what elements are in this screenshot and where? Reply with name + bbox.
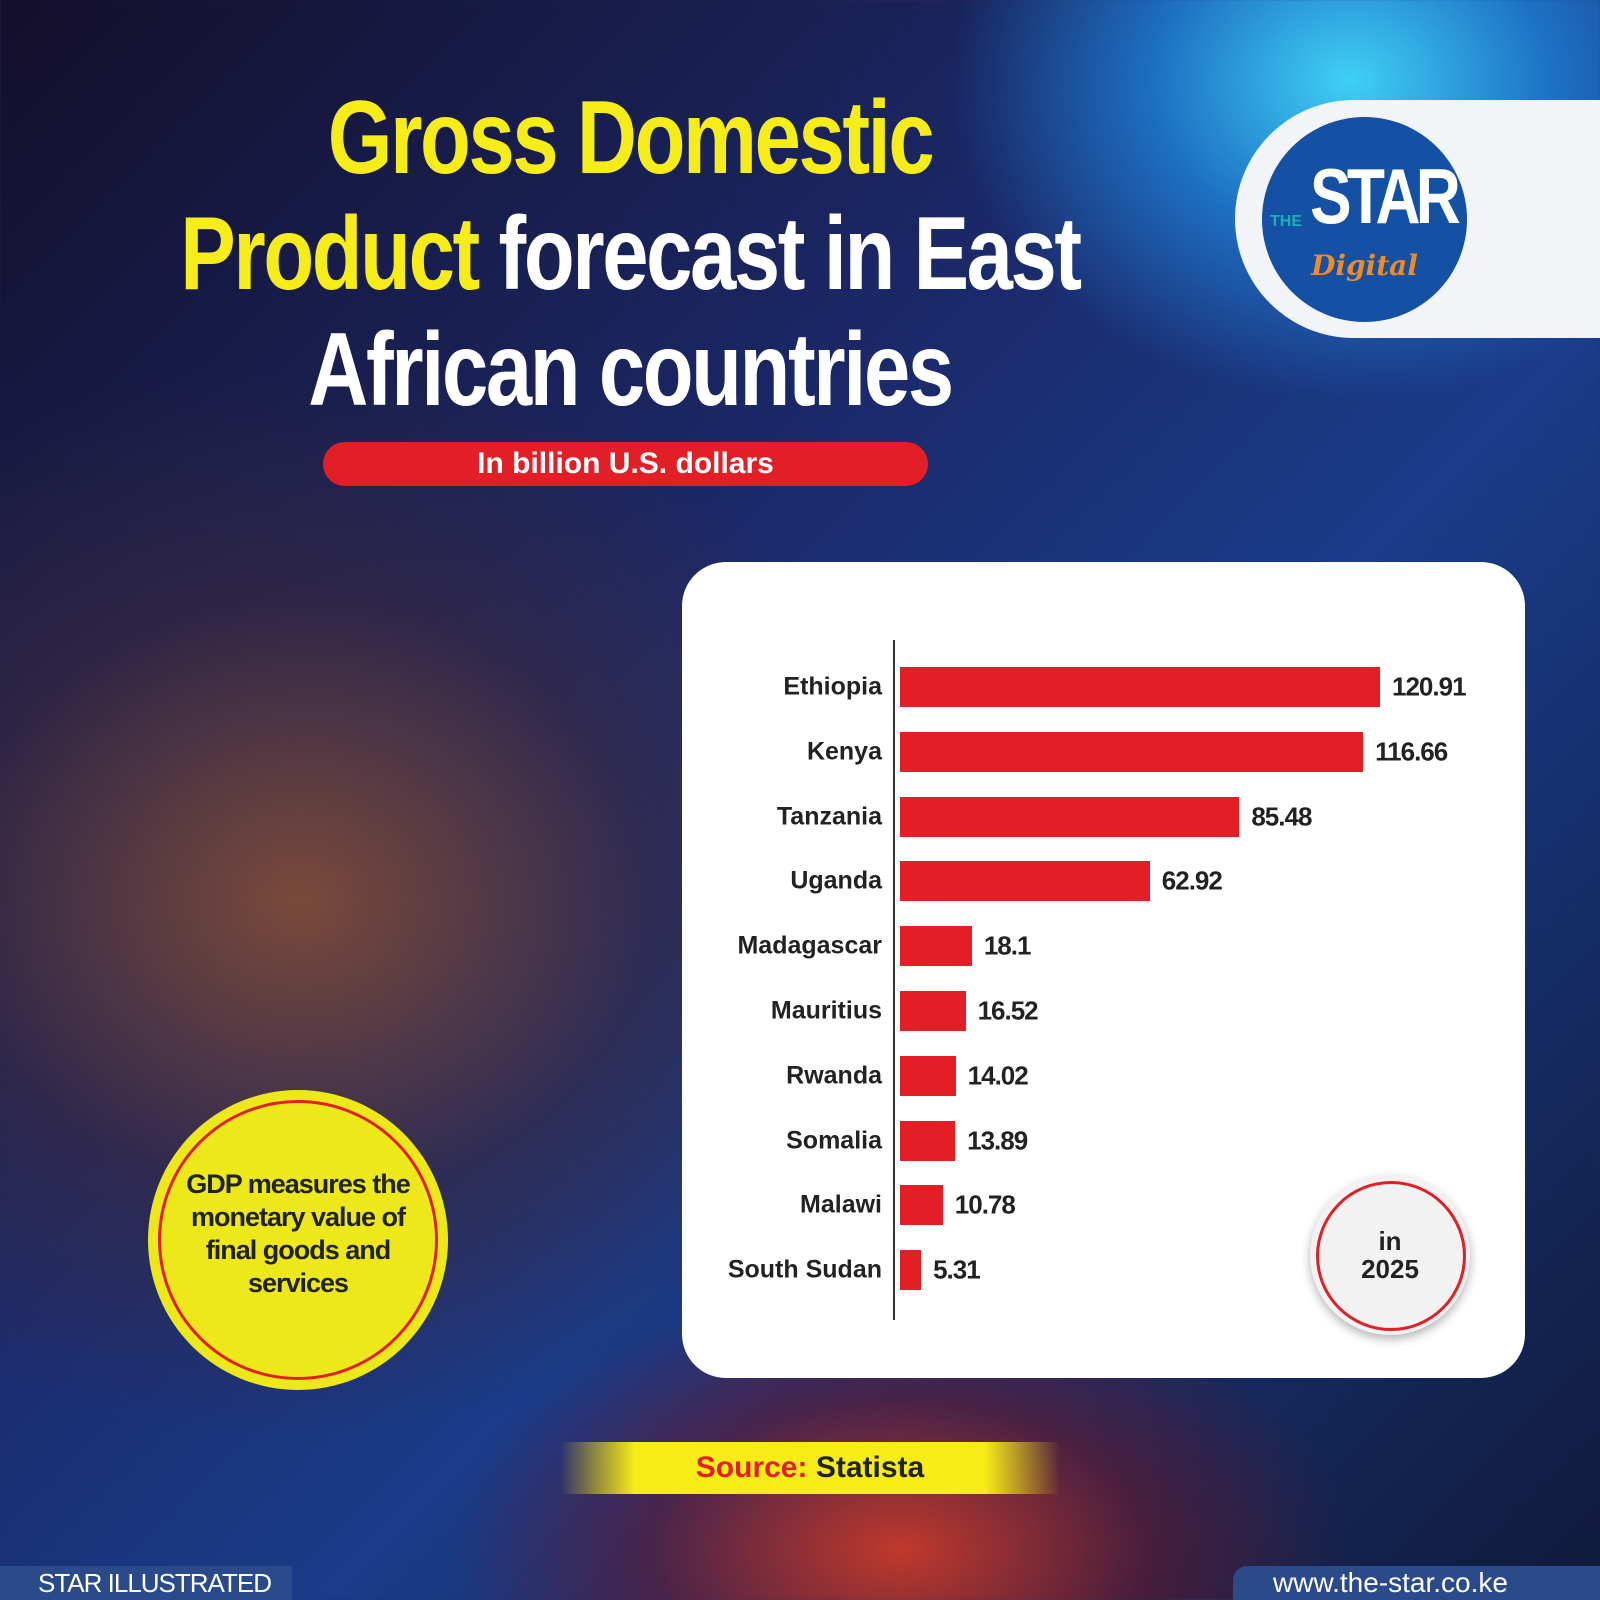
category-label: Tanzania [776,802,882,831]
category-label: Ethiopia [783,672,882,701]
category-label: Uganda [790,866,882,895]
bar-rwanda [900,1055,956,1096]
footer-brand: STAR ILLUSTRATED [0,1566,292,1600]
logo-digital-text: Digital [1311,249,1418,282]
bar-ethiopia [900,667,1380,707]
unit-subtitle: In billion U.S. dollars [323,442,928,486]
value-label: 62.92 [1161,865,1223,896]
source-label: Source: [695,1451,808,1484]
note-text: GDP measures the monetary value of final… [186,1169,411,1298]
star-digital-logo: STAR THE Digital [1262,117,1467,322]
title-line2-highlight: Product [180,196,480,312]
footer-url[interactable]: www.the-star.co.ke [1233,1566,1600,1600]
category-label: Kenya [806,737,882,766]
value-label: 10.78 [954,1189,1016,1220]
category-label: Rwanda [786,1061,882,1090]
value-label: 85.48 [1251,801,1312,832]
title-line3: African countries [308,312,954,428]
logo-the-text: THE [1270,213,1302,230]
logo-star-text: STAR [1310,152,1461,240]
value-label: 16.52 [977,995,1039,1026]
bar-south-sudan [900,1250,922,1291]
bar-tanzania [900,796,1240,837]
badge-ring [1316,1181,1466,1331]
title-line2-rest: forecast in East [498,196,1083,312]
value-label: 13.89 [967,1125,1028,1156]
bar-mauritius [900,991,966,1031]
category-label: Madagascar [737,931,882,960]
source-banner: Source: Statista [560,1442,1060,1494]
badge-in: in [1378,1226,1402,1256]
bar-somalia [900,1120,956,1161]
category-label: Malawi [800,1190,882,1219]
bar-malawi [900,1185,943,1226]
value-label: 18.1 [983,930,1032,961]
badge-year: 2025 [1361,1254,1419,1284]
value-label: 5.31 [933,1254,981,1285]
note-ring [158,1100,438,1380]
title-line1: Gross Domestic [327,80,935,196]
bar-kenya [900,731,1364,772]
value-label: 116.66 [1375,736,1448,767]
value-label: 14.02 [967,1060,1029,1091]
bar-uganda [900,861,1150,902]
source-value: Statista [815,1451,925,1484]
bar-madagascar [900,926,972,967]
page-title: Gross Domestic Product forecast in East … [40,80,1220,428]
category-label: Mauritius [770,996,882,1025]
gdp-definition-note: GDP measures the monetary value of final… [148,1090,448,1390]
year-badge: in 2025 [1310,1175,1470,1335]
value-label: 120.91 [1392,671,1467,702]
category-label: South Sudan [727,1255,882,1284]
y-axis-line [893,640,895,1320]
category-label: Somalia [786,1126,882,1155]
